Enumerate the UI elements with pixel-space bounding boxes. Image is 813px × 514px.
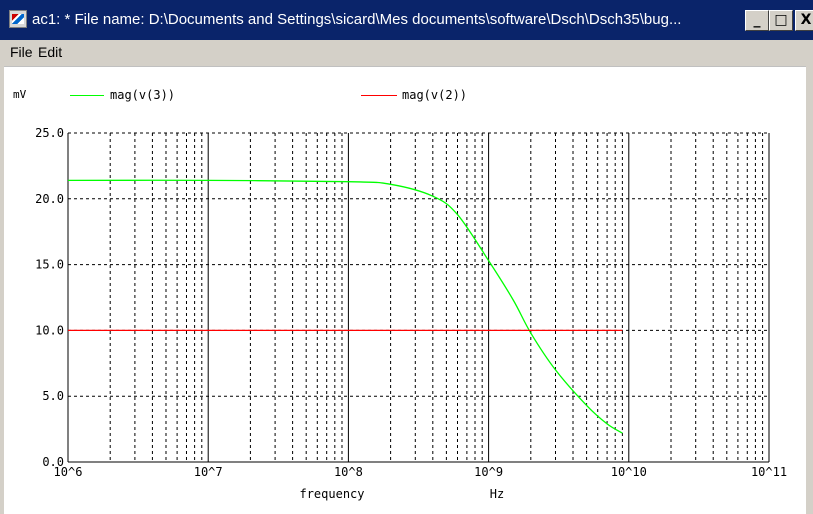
y-tick-label: 15.0 [35, 258, 64, 272]
y-tick-label: 5.0 [42, 389, 64, 403]
x-tick-label: 10^8 [334, 465, 363, 479]
y-tick-label: 20.0 [35, 192, 64, 206]
y-unit-label: mV [13, 88, 27, 101]
menu-edit[interactable]: Edit [38, 44, 63, 60]
x-tick-label: 10^6 [54, 465, 83, 479]
x-axis-unit: Hz [490, 487, 504, 501]
x-tick-label: 10^11 [751, 465, 787, 479]
minimize-button[interactable]: _ [745, 10, 769, 31]
legend-label-v2: mag(v(2)) [402, 88, 468, 102]
title-bar[interactable]: ac1: * File name: D:\Documents and Setti… [0, 0, 813, 40]
x-tick-label: 10^9 [474, 465, 503, 479]
menu-file[interactable]: File [10, 44, 33, 60]
menu-bar: File Edit [0, 40, 813, 67]
right-border [806, 66, 813, 514]
x-tick-label: 10^10 [611, 465, 647, 479]
maximize-button[interactable]: □ [769, 10, 793, 31]
close-button[interactable]: X [795, 10, 813, 31]
legend-line-v3 [70, 95, 104, 96]
app-icon[interactable] [9, 10, 27, 28]
left-border [0, 66, 4, 514]
x-axis-title: frequency [299, 487, 364, 501]
y-tick-label: 0.0 [42, 455, 64, 469]
legend-label-v3: mag(v(3)) [110, 88, 176, 102]
x-tick-label: 10^7 [194, 465, 223, 479]
series-line-v3 [67, 179, 623, 434]
legend-line-v2 [361, 95, 397, 96]
y-tick-label: 25.0 [35, 126, 64, 140]
y-tick-label: 10.0 [35, 323, 64, 337]
